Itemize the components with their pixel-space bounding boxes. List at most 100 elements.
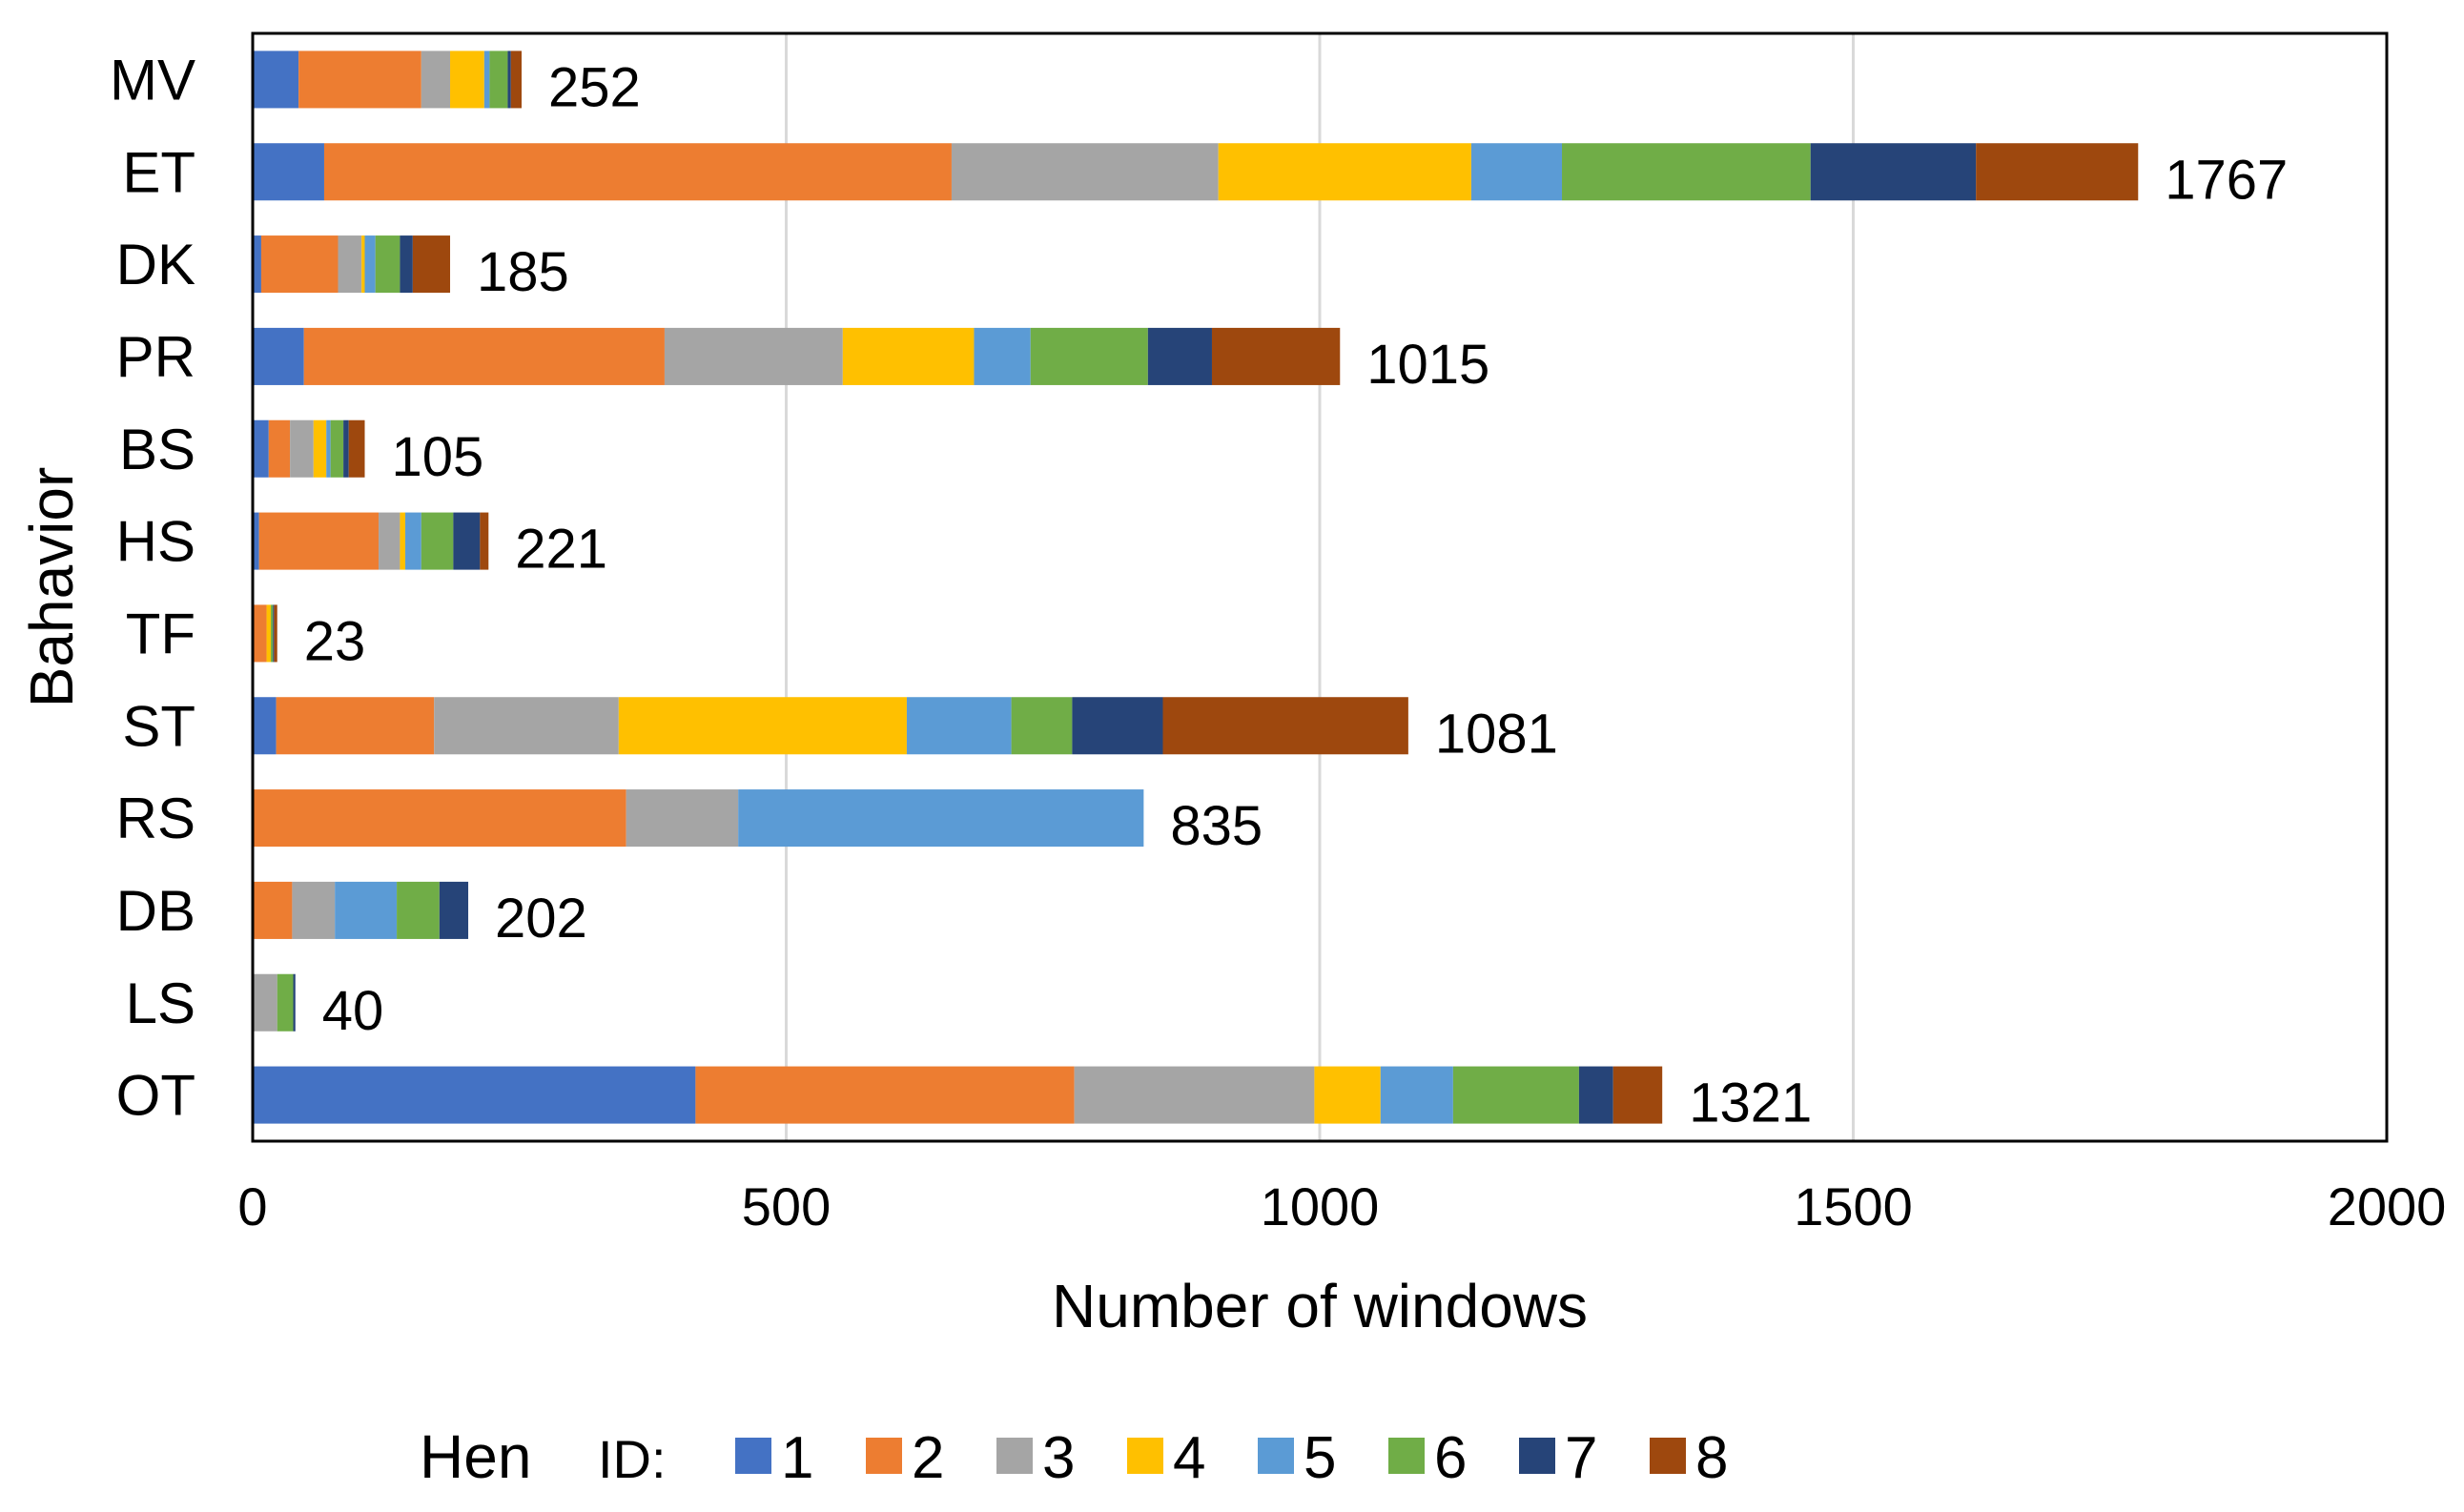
bar-segment-pr-hen-4	[842, 327, 975, 385]
bar-segment-st-hen-8	[1162, 697, 1408, 755]
x-tick-label: 2000	[2328, 1176, 2447, 1236]
legend-swatch-5	[1258, 1438, 1294, 1474]
bar-segment-mv-hen-4	[450, 51, 484, 109]
bar-segment-mv-hen-8	[510, 51, 522, 109]
total-label: 40	[322, 980, 384, 1042]
bar-segment-dk-hen-1	[253, 235, 261, 294]
bar-segment-dk-hen-4	[361, 235, 365, 294]
category-label: MV	[110, 48, 195, 112]
bar-segment-hs-hen-3	[379, 512, 400, 570]
legend-items: 1 2 3 4 5 6 7 8	[735, 1425, 1728, 1491]
bar-segment-mv-hen-1	[253, 51, 299, 109]
bar-segment-et-hen-8	[1976, 143, 2139, 201]
legend-title: Hen	[420, 1422, 531, 1491]
legend-label: 6	[1434, 1425, 1467, 1491]
bar-segment-bs-hen-3	[290, 419, 314, 478]
bar-segment-hs-hen-4	[400, 512, 406, 570]
bar-segment-bs-hen-4	[313, 419, 327, 478]
bar-segment-pr-hen-5	[974, 327, 1031, 385]
bar-segment-ot-hen-1	[253, 1066, 696, 1124]
legend-label: 8	[1695, 1425, 1728, 1491]
legend-label: 3	[1042, 1425, 1075, 1491]
category-label: OT	[116, 1064, 195, 1128]
bar-segment-et-hen-4	[1218, 143, 1471, 201]
bar-segment-mv-hen-3	[421, 51, 451, 109]
bar-segment-ot-hen-5	[1380, 1066, 1453, 1124]
bar-segment-tf-hen-2	[253, 604, 267, 663]
bar-segment-tf-hen-6	[271, 604, 274, 663]
bar-segment-st-hen-1	[253, 697, 277, 755]
bar-segment-dk-hen-7	[400, 235, 413, 294]
bar-segment-db-hen-6	[397, 881, 440, 939]
legend-swatch-7	[1519, 1438, 1555, 1474]
bar-segment-st-hen-5	[906, 697, 1012, 755]
bar-segment-mv-hen-6	[489, 51, 508, 109]
category-label: PR	[116, 325, 195, 389]
total-label: 835	[1170, 795, 1263, 857]
bar-segment-mv-hen-5	[483, 51, 490, 109]
bar-segment-pr-hen-6	[1030, 327, 1148, 385]
x-tick-label: 0	[237, 1176, 267, 1236]
bar-segment-db-hen-7	[439, 881, 469, 939]
x-tick-label: 500	[742, 1176, 831, 1236]
bar-segment-pr-hen-1	[253, 327, 304, 385]
bar-segment-db-hen-5	[335, 881, 398, 939]
total-label: 185	[477, 241, 569, 303]
bar-segment-db-hen-3	[292, 881, 336, 939]
category-labels: MV ET DK PR BS HS TF ST RS DB LS OT	[110, 48, 195, 1127]
category-label: HS	[116, 510, 195, 574]
bar-segment-et-hen-2	[323, 143, 952, 201]
bar-segment-ls-hen-6	[277, 973, 294, 1032]
bar-segment-ot-hen-7	[1578, 1066, 1613, 1124]
gridlines	[785, 33, 1855, 1141]
bar-segment-ot-hen-4	[1314, 1066, 1381, 1124]
bar-segment-et-hen-6	[1562, 143, 1811, 201]
bar-segment-tf-hen-4	[266, 604, 272, 663]
bar-segment-dk-hen-6	[375, 235, 400, 294]
bar-segment-bs-hen-8	[348, 419, 365, 478]
bar-segment-hs-hen-5	[405, 512, 421, 570]
x-axis-ticks: 0 500 1000 1500 2000	[237, 1176, 2446, 1236]
bar-segment-mv-hen-7	[507, 51, 511, 109]
legend-swatch-3	[996, 1438, 1033, 1474]
bar-segment-mv-hen-2	[298, 51, 421, 109]
bar-segment-rs-hen-5	[738, 789, 1144, 848]
bar-segment-hs-hen-6	[421, 512, 454, 570]
bar-segment-hs-hen-1	[253, 512, 259, 570]
legend-swatch-6	[1388, 1438, 1425, 1474]
bar-segment-st-hen-7	[1072, 697, 1163, 755]
bar-segment-ls-hen-3	[253, 973, 277, 1032]
category-label: RS	[116, 787, 195, 850]
total-label: 1321	[1689, 1073, 1812, 1134]
bar-segment-bs-hen-2	[268, 419, 291, 478]
category-label: ET	[122, 140, 195, 204]
category-label: DB	[116, 879, 195, 943]
bar-segment-dk-hen-5	[364, 235, 376, 294]
legend-swatch-8	[1650, 1438, 1686, 1474]
bar-segment-pr-hen-8	[1211, 327, 1341, 385]
total-labels: 252 1767 185 1015 105 221 23 1081 835 202 40 1321	[304, 56, 2289, 1134]
total-label: 252	[548, 56, 641, 118]
bar-segment-bs-hen-7	[343, 419, 349, 478]
legend-swatch-2	[866, 1438, 902, 1474]
plot-area-frame	[251, 31, 2389, 1143]
bar-segment-st-hen-6	[1011, 697, 1073, 755]
bar-segment-rs-hen-2	[253, 789, 626, 848]
bar-segment-et-hen-5	[1470, 143, 1563, 201]
bars	[253, 51, 2139, 1124]
bar-segment-ot-hen-8	[1612, 1066, 1663, 1124]
bar-segment-bs-hen-6	[330, 419, 344, 478]
total-label: 202	[495, 888, 587, 950]
category-label: ST	[122, 694, 195, 758]
legend-label: 4	[1173, 1425, 1205, 1491]
bar-segment-dk-hen-3	[338, 235, 362, 294]
bar-segment-bs-hen-1	[253, 419, 269, 478]
total-label: 23	[304, 610, 366, 672]
bar-segment-et-hen-7	[1810, 143, 1977, 201]
total-label: 105	[391, 426, 483, 488]
category-label: DK	[116, 233, 195, 296]
legend-swatch-4	[1127, 1438, 1163, 1474]
bar-segment-dk-hen-2	[260, 235, 339, 294]
total-label: 221	[515, 519, 607, 581]
